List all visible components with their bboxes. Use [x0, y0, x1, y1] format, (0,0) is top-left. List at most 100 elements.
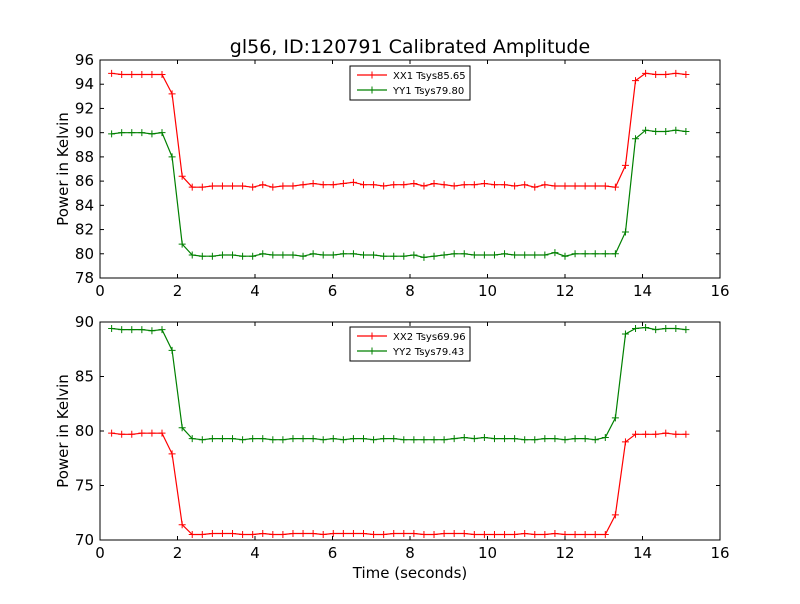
data-point [148, 71, 156, 79]
data-point [490, 181, 498, 189]
data-point [440, 436, 448, 444]
data-point [188, 183, 196, 191]
data-point [501, 181, 509, 189]
data-point [349, 435, 357, 443]
data-point [420, 182, 428, 190]
data-point [360, 435, 367, 443]
data-point [380, 531, 388, 539]
legend-label: YY2 Tsys79.43 [392, 347, 464, 358]
data-point [118, 71, 126, 79]
data-point [289, 182, 297, 190]
legend-box [349, 326, 471, 362]
data-point [239, 252, 247, 260]
data-point [521, 529, 529, 537]
data-point [319, 531, 327, 539]
x-tick-label: 0 [95, 282, 105, 300]
x-tick-label: 8 [405, 282, 415, 300]
legend: XX2 Tsys69.96 YY2 Tsys79.43 [349, 326, 471, 362]
data-point [521, 436, 529, 444]
x-tick-label: 4 [250, 544, 260, 562]
data-point [299, 435, 307, 443]
y-axis-label: Power in Kelvin [54, 374, 72, 488]
data-point [349, 529, 357, 537]
x-tick-label: 4 [250, 282, 260, 300]
data-point [672, 126, 680, 134]
data-point [178, 172, 186, 180]
data-point [511, 182, 519, 190]
data-point [208, 182, 216, 190]
y-tick-label: 88 [75, 148, 94, 166]
y-tick-label: 90 [75, 313, 94, 331]
data-point [168, 346, 176, 354]
data-point [249, 183, 257, 191]
data-point [390, 529, 398, 537]
data-point [581, 182, 589, 190]
data-point [632, 77, 640, 85]
data-point [138, 129, 146, 137]
data-point [561, 436, 569, 444]
data-point [591, 250, 599, 258]
data-point [390, 181, 398, 189]
y-tick-label: 82 [75, 221, 94, 239]
data-point [652, 71, 660, 79]
data-point [299, 529, 307, 537]
data-point [440, 251, 448, 259]
legend-label: XX2 Tsys69.96 [393, 332, 466, 343]
data-point [218, 435, 226, 443]
data-point [541, 531, 549, 539]
data-point [370, 251, 378, 259]
legend-marker [368, 71, 376, 79]
legend-box [349, 65, 471, 101]
data-point [229, 251, 237, 259]
data-point [309, 435, 317, 443]
data-point [591, 182, 599, 190]
data-point [470, 435, 478, 443]
data-point [531, 436, 539, 444]
plot-area [108, 323, 690, 539]
data-point [309, 529, 317, 537]
data-point [480, 434, 488, 442]
data-point [662, 429, 670, 437]
data-point [128, 129, 136, 137]
data-point [682, 127, 690, 135]
plot-area [108, 69, 690, 261]
data-point [118, 129, 126, 137]
data-point [309, 250, 317, 258]
data-point [329, 435, 337, 443]
data-point [511, 435, 519, 443]
legend-marker [368, 86, 376, 94]
data-point [299, 252, 307, 260]
data-point [329, 181, 337, 189]
data-point [581, 250, 589, 258]
data-point [198, 531, 206, 539]
data-point [440, 529, 448, 537]
x-tick-label: 14 [633, 544, 652, 562]
data-point [128, 326, 136, 334]
data-point [521, 251, 529, 259]
data-point [218, 251, 226, 259]
data-point [269, 531, 277, 539]
data-point [591, 436, 599, 444]
y-tick-label: 75 [75, 477, 94, 495]
data-point [400, 529, 408, 537]
data-point [269, 251, 277, 259]
data-point [672, 430, 680, 438]
data-point [601, 250, 609, 258]
data-point [470, 531, 478, 539]
data-point [480, 251, 488, 259]
data-point [339, 180, 347, 188]
data-point [440, 181, 448, 189]
data-point [621, 161, 629, 169]
data-point [329, 251, 337, 259]
x-tick-label: 2 [173, 544, 183, 562]
data-point [480, 180, 488, 188]
y-tick-label: 86 [75, 172, 94, 190]
data-point [380, 182, 388, 190]
legend-label: XX1 Tsys85.65 [393, 71, 466, 82]
data-point [249, 531, 257, 539]
data-point [450, 529, 458, 537]
data-point [490, 435, 498, 443]
data-point [259, 250, 267, 258]
data-point [279, 436, 287, 444]
